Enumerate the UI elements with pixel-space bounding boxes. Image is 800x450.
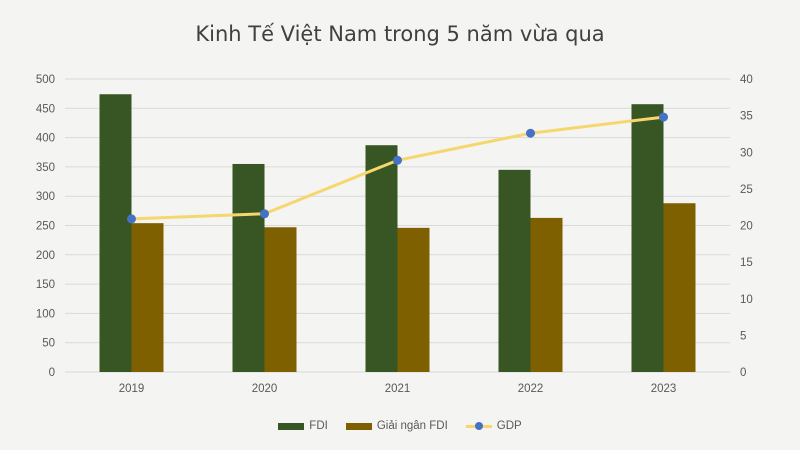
y-left-tick: 450: [36, 103, 55, 115]
y-right-tick: 40: [740, 74, 753, 86]
bar-fdi: [631, 104, 664, 372]
bar-swatch-icon: [278, 422, 305, 430]
x-tick: 2019: [119, 383, 145, 395]
y-left-tick: 100: [36, 308, 55, 320]
bar-giai-ngan-fdi: [663, 203, 696, 372]
y-left-tick: 350: [36, 162, 55, 174]
gdp-marker: [260, 209, 269, 219]
gdp-marker: [127, 214, 136, 224]
legend-item: GDP: [465, 420, 522, 432]
y-left-tick: 250: [36, 221, 55, 233]
bar-fdi: [365, 145, 398, 372]
legend-label: Giải ngân FDI: [376, 420, 448, 432]
legend-item: Giải ngân FDI: [345, 420, 448, 432]
legend-item: FDI: [278, 420, 328, 432]
bar-swatch-icon: [345, 422, 372, 430]
y-left-tick: 150: [36, 279, 55, 291]
y-right-tick: 20: [740, 221, 753, 233]
y-left-tick: 200: [36, 250, 55, 262]
y-right-tick: 5: [740, 330, 746, 342]
y-left-tick: 300: [36, 191, 55, 203]
gdp-marker: [393, 155, 402, 165]
legend-label: FDI: [309, 420, 328, 432]
gdp-marker: [659, 112, 668, 122]
y-left-tick: 500: [36, 74, 55, 86]
bar-giai-ngan-fdi: [264, 227, 297, 372]
x-tick: 2020: [252, 383, 278, 395]
x-tick: 2022: [518, 383, 544, 395]
y-left-tick: 0: [49, 367, 55, 379]
legend-label: GDP: [496, 420, 522, 432]
line-marker-swatch-icon: [465, 421, 492, 431]
bar-giai-ngan-fdi: [397, 227, 430, 372]
x-tick: 2023: [651, 383, 677, 395]
y-right-tick: 30: [740, 147, 753, 159]
y-right-tick: 15: [740, 257, 753, 269]
bar-fdi: [99, 94, 132, 373]
y-left-tick: 400: [36, 133, 55, 145]
y-right-tick: 10: [740, 294, 753, 306]
y-right-tick: 0: [740, 367, 746, 379]
bar-fdi: [498, 169, 531, 372]
bar-giai-ngan-fdi: [131, 223, 164, 372]
y-left-tick: 50: [42, 338, 55, 350]
chart-legend: FDI Giải ngân FDI GDP: [0, 420, 800, 432]
bar-giai-ngan-fdi: [530, 217, 563, 372]
bar-fdi: [232, 163, 265, 372]
y-right-tick: 35: [740, 111, 753, 123]
chart-plot-area: 0 50 100 150 200 250 300 350 400 450 500 0 5 10 15 20 25…: [36, 74, 753, 395]
gdp-marker: [526, 128, 535, 138]
x-tick: 2021: [385, 383, 411, 395]
chart-title: Kinh Tế Việt Nam trong 5 năm vừa qua: [195, 22, 605, 46]
y-right-tick: 25: [740, 184, 753, 196]
